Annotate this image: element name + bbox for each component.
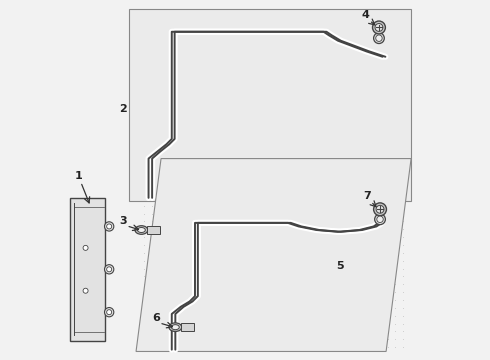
- Text: 5: 5: [336, 261, 343, 271]
- Ellipse shape: [373, 203, 387, 216]
- Ellipse shape: [376, 35, 382, 41]
- Ellipse shape: [135, 226, 148, 234]
- Text: 1: 1: [74, 171, 82, 181]
- Text: 2: 2: [119, 104, 127, 114]
- FancyBboxPatch shape: [181, 323, 194, 331]
- Ellipse shape: [375, 214, 386, 225]
- Circle shape: [104, 265, 114, 274]
- FancyBboxPatch shape: [147, 226, 160, 234]
- Ellipse shape: [169, 323, 182, 332]
- Ellipse shape: [373, 33, 384, 44]
- Circle shape: [83, 288, 88, 293]
- Ellipse shape: [172, 325, 179, 330]
- Polygon shape: [136, 158, 411, 351]
- Ellipse shape: [377, 216, 383, 222]
- Circle shape: [104, 307, 114, 317]
- Text: 6: 6: [152, 313, 160, 323]
- Ellipse shape: [376, 205, 384, 213]
- Text: 4: 4: [362, 10, 369, 20]
- Circle shape: [107, 267, 112, 272]
- Text: 3: 3: [119, 216, 127, 226]
- Ellipse shape: [138, 228, 146, 233]
- Polygon shape: [129, 9, 411, 202]
- Circle shape: [83, 246, 88, 250]
- Polygon shape: [70, 198, 105, 341]
- Ellipse shape: [372, 21, 386, 34]
- Ellipse shape: [375, 23, 383, 31]
- Circle shape: [104, 222, 114, 231]
- Circle shape: [107, 310, 112, 315]
- Text: 7: 7: [364, 191, 371, 201]
- Circle shape: [107, 224, 112, 229]
